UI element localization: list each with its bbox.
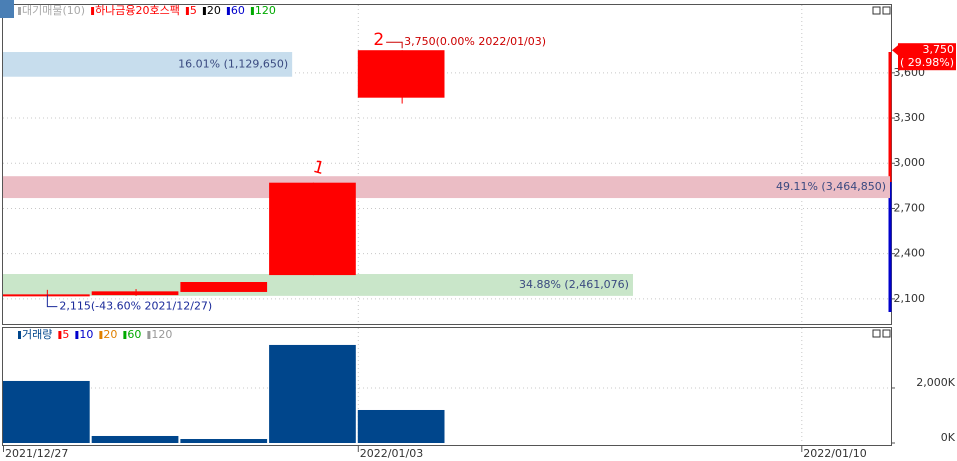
- volume-profile-label: 16.01% (1,129,650): [178, 57, 288, 70]
- volume-bar: [357, 409, 445, 443]
- legend-swatch: [147, 331, 151, 339]
- candle-body: [269, 182, 356, 276]
- annotation-arrow: [386, 41, 403, 49]
- legend-label: 거래량: [22, 328, 52, 341]
- legend-swatch: [226, 7, 230, 15]
- legend-label: 60: [231, 4, 245, 17]
- x-tick-label: 2021/12/27: [5, 447, 68, 460]
- y-tick-label: 0K: [941, 431, 956, 444]
- legend-swatch: [250, 7, 254, 15]
- y-tick-label: 2,000K: [916, 376, 955, 389]
- legend-label: 5: [190, 4, 197, 17]
- low-annotation: 2,115(-43.60% 2021/12/27): [59, 300, 212, 313]
- y-tick-label: 3,000: [894, 156, 926, 169]
- legend-label: 10: [79, 328, 93, 341]
- hand-mark: 1: [311, 157, 327, 179]
- last-price-box: [898, 43, 956, 71]
- legend-swatch: [75, 331, 79, 339]
- legend-label: 5: [62, 328, 69, 341]
- volume-profile-label: 49.11% (3,464,850): [776, 180, 886, 193]
- volume-bar: [269, 344, 356, 443]
- candle-body: [357, 50, 445, 98]
- volume-bar: [91, 435, 179, 443]
- legend-swatch: [18, 7, 21, 15]
- legend-label: 대기매물(10): [22, 4, 85, 17]
- last-price-label: 3,750: [923, 43, 955, 56]
- high-annotation: 3,750(0.00% 2022/01/03): [404, 35, 546, 48]
- y-tick-label: 2,100: [894, 292, 926, 305]
- panel-button[interactable]: [882, 6, 891, 15]
- hand-mark: 2: [373, 30, 384, 50]
- legend-swatch: [202, 7, 206, 15]
- legend-label: 120: [151, 328, 172, 341]
- legend-swatch: [185, 7, 189, 15]
- y-tick-label: 2,700: [894, 201, 926, 214]
- last-price-change: ( 29.98%): [900, 56, 954, 69]
- annotation-arrow: [46, 294, 58, 308]
- legend-label: 20: [207, 4, 221, 17]
- volume-profile-bar: [3, 176, 890, 199]
- legend-label: 20: [103, 328, 117, 341]
- volume-panel: [2, 327, 892, 446]
- legend-label: 60: [127, 328, 141, 341]
- volume-profile-bar: [3, 274, 633, 296]
- last-price-pointer: [892, 45, 898, 56]
- legend-swatch: [123, 331, 127, 339]
- legend-swatch: [18, 331, 21, 339]
- panel-button[interactable]: [872, 6, 881, 15]
- candle-body: [180, 282, 268, 292]
- y-tick-label: 3,300: [894, 111, 926, 124]
- x-tick-label: 2022/01/10: [803, 447, 866, 460]
- candle-body: [91, 291, 179, 296]
- panel-button[interactable]: [872, 329, 881, 338]
- legend-label: 하나금융20호스팩: [95, 3, 180, 17]
- volume-profile-label: 34.88% (2,461,076): [519, 278, 629, 291]
- volume-bar: [3, 380, 90, 443]
- x-tick-label: 2022/01/03: [360, 447, 423, 460]
- candle-body: [3, 294, 90, 297]
- legend-swatch: [99, 331, 103, 339]
- legend-label: 120: [255, 4, 276, 17]
- legend-swatch: [91, 7, 95, 15]
- panel-button[interactable]: [882, 329, 891, 338]
- volume-profile-bar: [3, 52, 293, 77]
- panel-badge[interactable]: [0, 0, 14, 18]
- volume-bar: [180, 439, 268, 443]
- legend-swatch: [58, 331, 62, 339]
- y-tick-label: 2,400: [894, 247, 926, 260]
